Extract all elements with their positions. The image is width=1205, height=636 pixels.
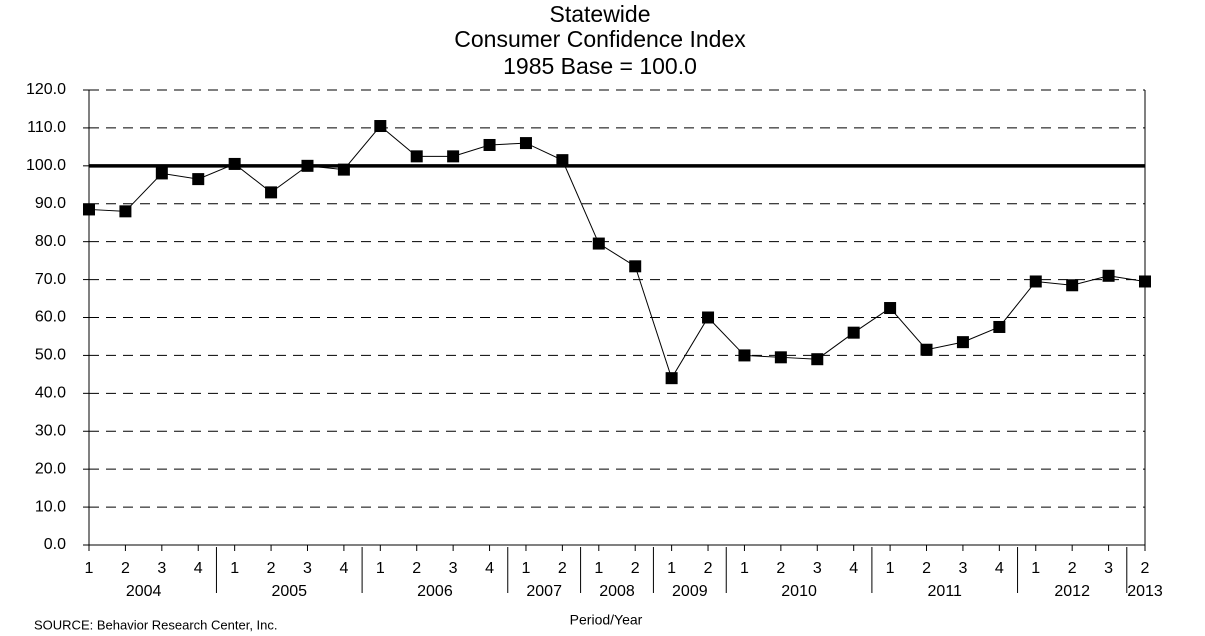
y-tick-label: 0.0 — [44, 536, 66, 553]
data-point — [265, 186, 278, 199]
source-note: SOURCE: Behavior Research Center, Inc. — [34, 617, 278, 632]
data-point — [301, 159, 314, 172]
data-point — [702, 311, 715, 324]
x-tick-label: 3 — [303, 560, 312, 577]
y-tick-label: 50.0 — [35, 347, 66, 364]
x-tick-label: 2 — [121, 560, 130, 577]
year-label: 2010 — [781, 583, 817, 600]
x-tick-label: 1 — [886, 560, 895, 577]
y-tick-label: 120.0 — [26, 81, 66, 98]
data-point — [228, 157, 241, 170]
year-label: 2012 — [1054, 583, 1090, 600]
year-label: 2005 — [271, 583, 307, 600]
data-point — [1029, 275, 1042, 288]
x-tick-label: 3 — [813, 560, 822, 577]
x-tick-label: 1 — [740, 560, 749, 577]
data-point — [556, 154, 569, 167]
y-tick-label: 40.0 — [35, 385, 66, 402]
x-tick-label: 1 — [85, 560, 94, 577]
chart-title: 1985 Base = 100.0 — [503, 53, 697, 79]
y-tick-label: 30.0 — [35, 422, 66, 439]
x-tick-label: 4 — [995, 560, 1004, 577]
chart-title: Consumer Confidence Index — [454, 26, 746, 52]
data-line — [88, 125, 1146, 380]
data-point — [519, 137, 532, 150]
x-tick-label: 1 — [376, 560, 385, 577]
x-tick-label: 4 — [485, 560, 494, 577]
x-tick-label: 1 — [1031, 560, 1040, 577]
data-point — [629, 260, 642, 273]
y-tick-label: 100.0 — [26, 157, 66, 174]
data-point — [447, 150, 460, 163]
year-label: 2008 — [599, 583, 635, 600]
x-tick-label: 3 — [157, 560, 166, 577]
x-tick-label: 1 — [230, 560, 239, 577]
data-point — [83, 203, 95, 216]
y-tick-label: 60.0 — [35, 309, 66, 326]
data-point — [847, 326, 860, 339]
y-tick-label: 20.0 — [35, 460, 66, 477]
year-label: 2006 — [417, 583, 453, 600]
y-tick-label: 80.0 — [35, 233, 66, 250]
data-point — [337, 163, 350, 176]
data-point — [811, 353, 824, 366]
data-point — [738, 349, 751, 362]
data-point — [119, 205, 132, 218]
x-tick-label: 4 — [849, 560, 858, 577]
data-point — [155, 167, 168, 180]
x-tick-label: 2 — [922, 560, 931, 577]
x-tick-label: 2 — [558, 560, 567, 577]
x-tick-label: 3 — [1104, 560, 1113, 577]
y-tick-label: 90.0 — [35, 195, 66, 212]
year-label: 2004 — [126, 583, 162, 600]
year-label: 2009 — [672, 583, 708, 600]
data-point — [884, 302, 897, 315]
data-point — [956, 336, 969, 349]
y-tick-label: 10.0 — [35, 498, 66, 515]
x-tick-label: 2 — [631, 560, 640, 577]
x-tick-label: 2 — [1068, 560, 1077, 577]
x-tick-label: 1 — [667, 560, 676, 577]
x-tick-label: 1 — [522, 560, 531, 577]
y-tick-label: 110.0 — [27, 119, 66, 136]
chart-title: Statewide — [549, 1, 650, 27]
data-point — [592, 237, 605, 250]
data-point — [993, 320, 1006, 333]
data-point — [192, 173, 205, 186]
x-axis-label: Period/Year — [570, 612, 643, 628]
x-tick-label: 2 — [267, 560, 276, 577]
year-label: 2013 — [1127, 583, 1163, 600]
x-tick-label: 2 — [704, 560, 713, 577]
x-tick-label: 3 — [958, 560, 967, 577]
data-point — [920, 343, 933, 356]
data-point — [483, 138, 496, 151]
year-label: 2007 — [526, 583, 562, 600]
x-tick-label: 3 — [449, 560, 458, 577]
x-tick-label: 4 — [194, 560, 203, 577]
data-point — [1102, 269, 1115, 282]
data-point — [774, 351, 787, 364]
y-tick-label: 70.0 — [35, 271, 66, 288]
data-point — [665, 372, 678, 385]
data-point — [410, 150, 423, 163]
x-tick-label: 2 — [1141, 560, 1150, 577]
x-tick-label: 2 — [412, 560, 421, 577]
x-tick-label: 2 — [776, 560, 785, 577]
x-tick-label: 1 — [594, 560, 603, 577]
year-label: 2011 — [928, 583, 963, 600]
data-point — [1139, 275, 1151, 288]
x-tick-label: 4 — [339, 560, 348, 577]
data-point — [1066, 279, 1079, 292]
data-point — [374, 120, 387, 133]
